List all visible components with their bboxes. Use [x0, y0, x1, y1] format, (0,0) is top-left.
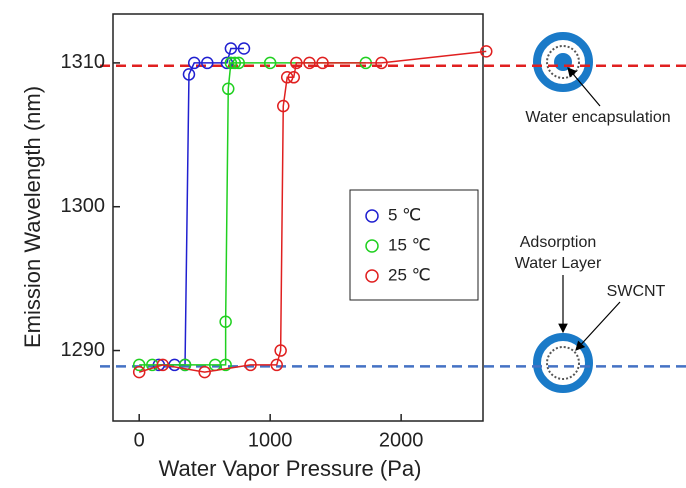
data-point: [270, 358, 283, 372]
legend-marker: [365, 239, 379, 253]
icons: [533, 32, 621, 393]
data-point: [182, 68, 196, 81]
series-line: [158, 47, 244, 366]
data-point: [274, 344, 287, 357]
data-point: [237, 42, 251, 55]
data-point: [244, 358, 257, 372]
legend-marker: [365, 269, 379, 283]
y-axis-title: Emission Wavelength (nm): [20, 86, 45, 348]
data-point: [290, 56, 303, 70]
data-point: [132, 358, 146, 372]
data-point: [132, 365, 146, 379]
x-tick-label: 1000: [248, 429, 293, 451]
y-tick-label: 1290: [61, 339, 106, 361]
data-point: [187, 56, 201, 70]
data-point: [303, 56, 316, 70]
arrow: [575, 301, 621, 351]
data-point: [178, 358, 192, 372]
annotation: Water encapsulation: [525, 109, 670, 126]
data-point: [263, 56, 277, 70]
y-tick-label: 1300: [61, 195, 106, 217]
y-tick-label: 1310: [61, 51, 106, 73]
data-point: [224, 56, 238, 70]
data-point: [480, 45, 493, 58]
data-point: [219, 358, 232, 372]
x-tick-label: 0: [134, 429, 145, 451]
arrow: [567, 67, 601, 107]
data-point: [232, 56, 245, 70]
x-axis-title: Water Vapor Pressure (Pa): [159, 456, 422, 481]
nanotube-wall: [546, 346, 580, 380]
data-point: [280, 71, 294, 84]
plot-frame: [112, 13, 484, 422]
data-point: [156, 358, 170, 372]
data-point: [287, 71, 300, 84]
data-point: [316, 56, 329, 70]
annotation: Water Layer: [515, 255, 602, 272]
legend-label: 5 ℃: [388, 205, 421, 224]
data-point: [228, 56, 242, 70]
data-point: [375, 56, 388, 70]
annotation: SWCNT: [607, 283, 666, 300]
series-line: [139, 62, 366, 366]
nanotube-wall: [546, 45, 580, 79]
water-core: [554, 53, 572, 71]
legend-label: 25 ℃: [388, 265, 431, 284]
legend-label: 15 ℃: [388, 235, 431, 254]
data-point: [198, 365, 211, 379]
data-point: [277, 99, 290, 113]
x-tick-label: 2000: [379, 429, 424, 451]
data-point: [222, 82, 235, 96]
data-point: [201, 56, 214, 70]
data-point: [219, 315, 232, 329]
legend-marker: [365, 209, 379, 223]
data-point: [224, 42, 238, 55]
annotation: Adsorption: [520, 234, 597, 251]
series-line: [138, 50, 487, 373]
